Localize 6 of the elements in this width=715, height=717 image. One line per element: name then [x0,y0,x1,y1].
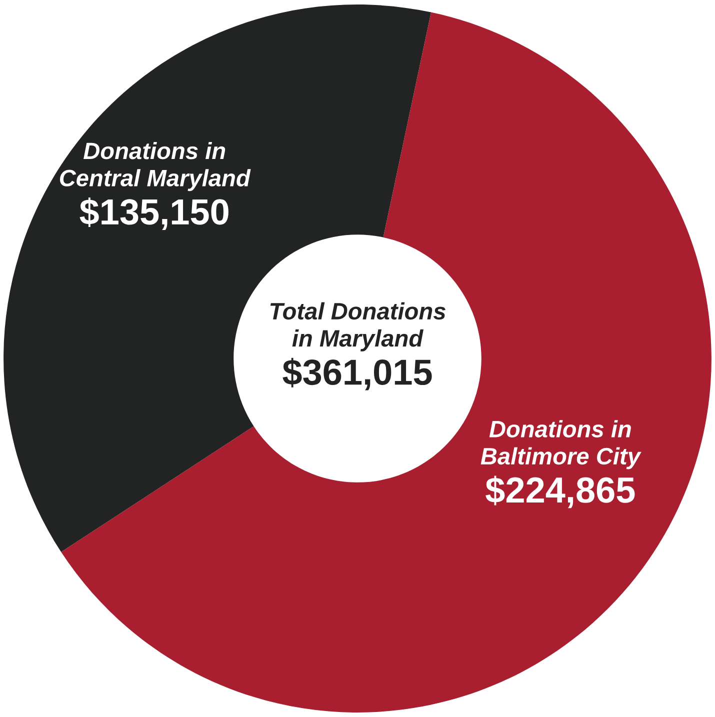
data-label: $135,150 [80,198,228,230]
slice-label: Donations in Baltimore City [480,420,642,470]
slice-label: Donations in Central Maryland [60,142,251,192]
data-label: $224,865 [486,476,635,508]
text: $361,015 [282,358,432,390]
text: Total Donations in Maryland [270,302,446,352]
